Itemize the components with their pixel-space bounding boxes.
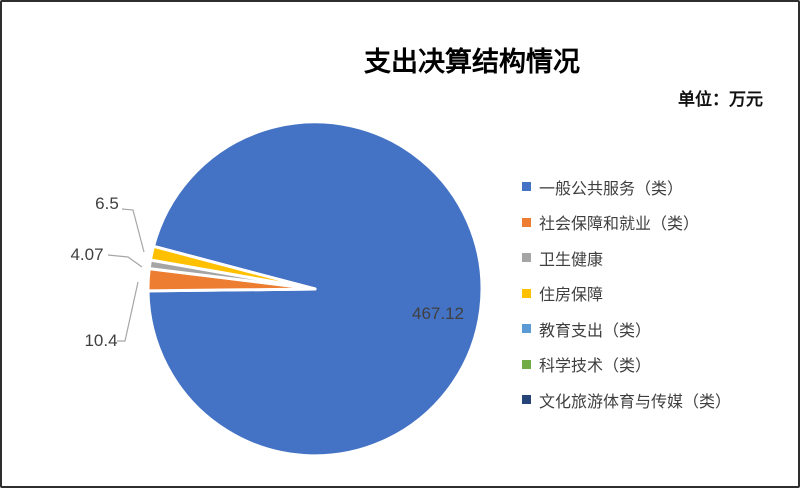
leader-line: [107, 254, 143, 268]
legend-label: 文化旅游体育与传媒（类）: [539, 393, 732, 411]
legend-marker: [522, 253, 531, 263]
legend-item-education: 教育支出（类）: [522, 311, 731, 347]
legend-item-social-security-employment: 社会保障和就业（类）: [522, 205, 731, 241]
legend-item-general-public-services: 一般公共服务（类）: [522, 169, 731, 205]
legend-marker: [522, 359, 531, 369]
chart-title: 支出决算结构情况: [364, 47, 580, 77]
leader-line: [117, 281, 139, 342]
legend-marker: [522, 324, 531, 334]
data-label-general-public-services: 467.12: [412, 304, 464, 323]
unit-label: 单位：万元: [678, 90, 763, 109]
legend-item-culture-tourism-sports-media: 文化旅游体育与传媒（类）: [522, 382, 731, 418]
legend-label: 卫生健康: [539, 251, 604, 269]
legend-label: 教育支出（类）: [539, 322, 652, 340]
legend-label: 一般公共服务（类）: [539, 180, 684, 198]
legend-item-science-technology: 科学技术（类）: [522, 347, 731, 383]
pie-slice-housing-security: [149, 244, 317, 291]
leader-line: [121, 208, 145, 253]
legend-marker: [522, 288, 531, 298]
legend: 一般公共服务（类） 社会保障和就业（类） 卫生健康住房保障教育支出（类） 科学技术（类…: [522, 169, 731, 418]
legend-item-housing-security: 住房保障: [522, 276, 731, 312]
legend-label: 社会保障和就业（类）: [539, 216, 700, 234]
legend-label: 住房保障: [539, 287, 604, 305]
data-label-housing-security: 6.5: [95, 194, 119, 213]
legend-item-health: 卫生健康: [522, 240, 731, 276]
legend-marker: [522, 182, 531, 192]
legend-marker: [522, 395, 531, 405]
data-label-health: 4.07: [70, 245, 104, 264]
data-label-social-security: 10.4: [84, 331, 118, 350]
legend-marker: [522, 217, 531, 227]
legend-label: 科学技术（类）: [539, 358, 652, 376]
